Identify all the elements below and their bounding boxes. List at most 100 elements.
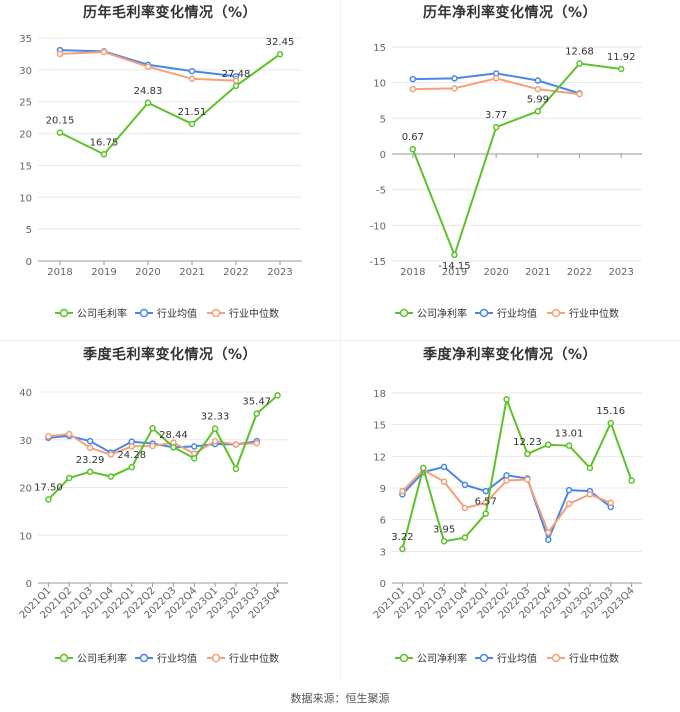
data-label: 12.68 (565, 47, 594, 58)
series-point-2 (409, 85, 417, 93)
legend-item-2[interactable]: 行业中位数 (547, 652, 619, 665)
legend-item-0[interactable]: 公司净利率 (395, 307, 467, 320)
x-tick-label: 2021 (179, 267, 204, 278)
y-tick-label: 6 (380, 516, 386, 527)
series-point-2 (100, 48, 108, 56)
series-point-0 (492, 123, 500, 131)
legend-item-1[interactable]: 行业均值 (135, 307, 197, 320)
x-tick-label: 2019 (91, 267, 116, 278)
legend-item-2[interactable]: 行业中位数 (547, 307, 619, 320)
data-label: 32.33 (201, 412, 230, 423)
data-label: 13.01 (555, 429, 584, 440)
series-line-0 (47, 394, 279, 501)
data-label: 35.47 (242, 397, 271, 408)
chart-title: 季度毛利率变化情况（%） (82, 347, 258, 363)
series-point-0 (253, 410, 260, 417)
legend-item-1[interactable]: 行业均值 (135, 652, 197, 665)
series-point-0 (586, 464, 594, 472)
legend-swatch-marker (211, 653, 221, 663)
x-tick-label: 2019 (442, 267, 467, 278)
y-tick-label: -10 (370, 221, 386, 232)
legend-label: 行业均值 (157, 307, 197, 320)
y-tick-label: 12 (373, 452, 386, 463)
legend-item-2[interactable]: 行业中位数 (207, 652, 279, 665)
legend-swatch-marker (139, 653, 149, 663)
quarterly-net-margin-chart: 季度净利率变化情况（%） 0 3 6 9 12 15 18 2021Q1 2021Q2 2021Q… (340, 342, 680, 684)
series-point-0 (191, 455, 198, 462)
legend-item-0[interactable]: 公司毛利率 (55, 652, 127, 665)
series-point-2 (545, 529, 552, 536)
series-point-0 (451, 251, 458, 259)
data-label: 11.92 (607, 52, 636, 63)
data-label: 15.16 (596, 406, 625, 417)
series-point-0 (420, 464, 427, 472)
series-point-2 (576, 90, 583, 98)
y-tick-label: 0 (380, 150, 386, 161)
x-tick-label: 2018 (47, 267, 72, 278)
series-point-0 (170, 443, 177, 451)
y-tick-label: 35 (19, 34, 32, 45)
y-tick-label: 15 (19, 161, 32, 172)
series-point-0 (232, 82, 240, 90)
series-point-0 (534, 108, 542, 115)
series-point-0 (274, 392, 281, 399)
y-tick-label: 25 (19, 98, 32, 109)
y-tick-label: 40 (19, 388, 32, 399)
data-label: 21.51 (178, 107, 207, 118)
series-point-1 (461, 481, 469, 489)
x-tick-label: 2021 (525, 267, 550, 278)
series-point-2 (253, 439, 260, 447)
series-point-2 (144, 63, 152, 70)
legend-swatch-marker (139, 308, 149, 318)
y-tick-label: 5 (26, 225, 32, 236)
chart-title: 历年净利率变化情况（%） (422, 5, 598, 21)
legend-swatch-marker (59, 308, 69, 318)
legend-label: 公司净利率 (417, 652, 467, 665)
series-point-2 (565, 500, 573, 508)
series-point-0 (409, 145, 417, 153)
series-point-2 (503, 477, 510, 484)
legend-label: 公司毛利率 (77, 652, 127, 665)
annual-net-margin-chart: 历年净利率变化情况（%） -15 -10 -5 0 5 10 15 2018 2019 2020 2… (340, 0, 680, 340)
series-point-0 (100, 151, 108, 158)
series-point-2 (399, 487, 406, 495)
series-point-1 (188, 67, 196, 75)
series-point-1 (409, 75, 417, 83)
series-point-2 (211, 437, 219, 445)
series-point-2 (188, 75, 196, 83)
data-label: 12.23 (513, 437, 542, 448)
y-tick-label: 30 (19, 66, 32, 77)
data-label: 3.22 (391, 532, 413, 543)
data-label: 3.95 (433, 524, 455, 535)
legend-swatch-marker (399, 308, 409, 318)
x-tick-label: 2022 (567, 267, 592, 278)
data-label: 32.45 (266, 37, 295, 48)
series-point-2 (440, 478, 448, 485)
series-point-1 (451, 75, 458, 82)
horizontal-divider (0, 340, 680, 341)
series-point-2 (128, 443, 135, 450)
series-point-2 (461, 504, 469, 512)
data-label: 16.75 (90, 137, 119, 148)
legend-swatch-marker (551, 653, 561, 663)
legend-label: 行业中位数 (229, 307, 279, 320)
legend-item-1[interactable]: 行业均值 (475, 307, 537, 320)
y-tick-label: 18 (373, 389, 386, 400)
series-point-0 (232, 465, 240, 473)
series-line-0 (401, 395, 633, 550)
legend-item-0[interactable]: 公司毛利率 (55, 307, 127, 320)
series-line-0 (411, 62, 622, 258)
y-tick-label: -5 (376, 186, 386, 197)
legend-label: 行业均值 (497, 652, 537, 665)
series-point-0 (276, 50, 284, 58)
y-tick-label: 15 (373, 43, 386, 54)
x-tick-label: 2018 (400, 267, 425, 278)
legend-item-1[interactable]: 行业均值 (475, 652, 537, 665)
legend-item-2[interactable]: 行业中位数 (207, 307, 279, 320)
series-point-1 (191, 443, 198, 450)
legend-item-0[interactable]: 公司净利率 (395, 652, 467, 665)
x-tick-label: 2023 (608, 267, 633, 278)
series-point-0 (211, 425, 219, 432)
series-point-0 (149, 425, 156, 432)
series-point-0 (188, 120, 196, 128)
